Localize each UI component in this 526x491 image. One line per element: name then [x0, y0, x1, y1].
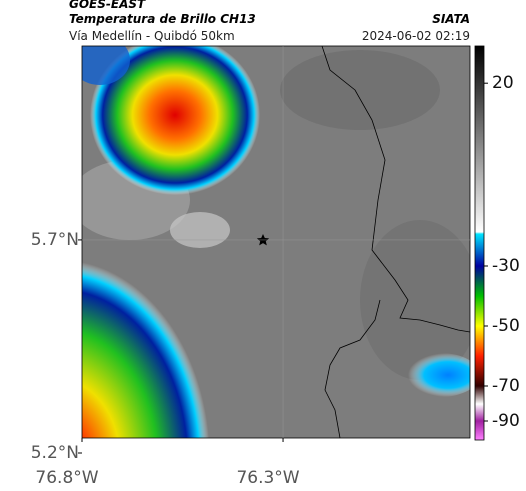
colorbar-tick-label: 20	[492, 73, 514, 93]
colorbar-tick-label: -30	[492, 256, 520, 276]
colorbar-tick-label: -70	[492, 376, 520, 396]
lon-tick-label: 76.8°W	[35, 468, 98, 488]
lat-tick-label: 5.7°N	[31, 230, 79, 250]
region: Vía Medellín - Quibdó 50km	[69, 29, 235, 43]
map-image	[82, 46, 470, 438]
lat-tick-label: 5.2°N	[31, 443, 79, 463]
map-frame	[81, 45, 471, 439]
subtitle: Temperatura de Brillo CH13	[69, 12, 256, 26]
title: GOES-EAST	[69, 0, 146, 11]
brand: SIATA	[432, 12, 470, 26]
colorbar-tick-label: -50	[492, 316, 520, 336]
timestamp: 2024-06-02 02:19	[362, 29, 470, 43]
lon-tick-label: 76.3°W	[236, 468, 299, 488]
colorbar-tick-label: -90	[492, 411, 520, 431]
colorbar: 20 -30 -50 -70 -90	[474, 45, 520, 441]
colorbar-bar	[474, 45, 485, 441]
